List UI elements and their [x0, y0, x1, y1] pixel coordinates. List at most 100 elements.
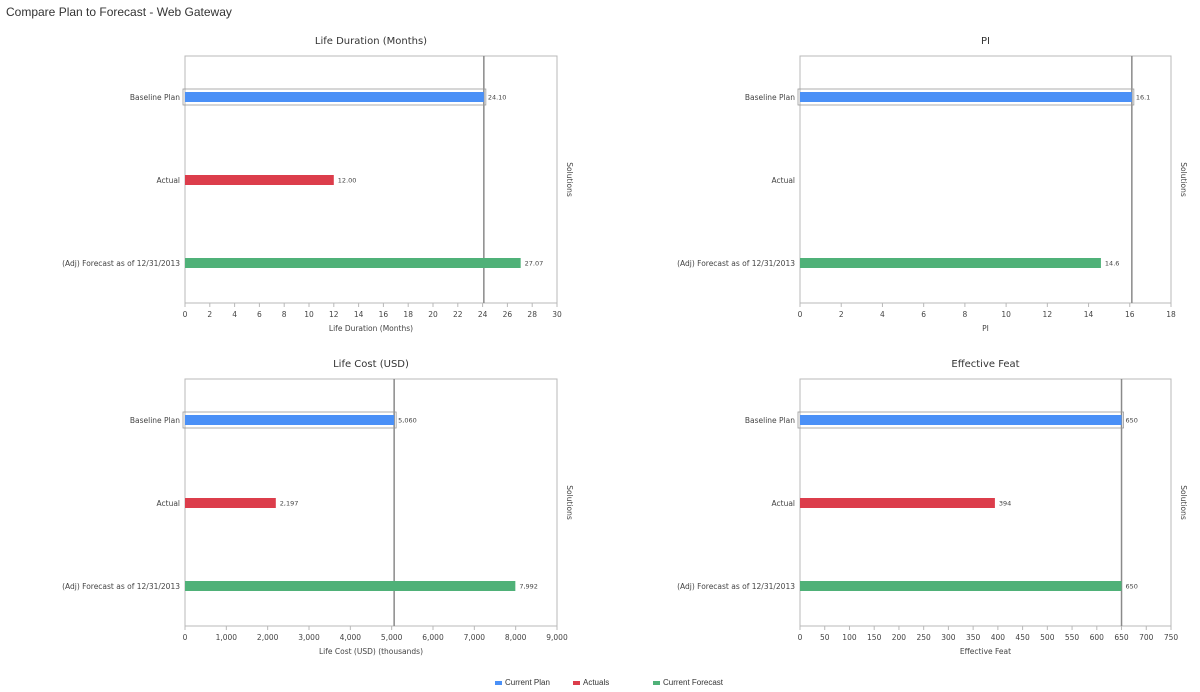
legend-item-current-plan[interactable]: Current Plan	[495, 678, 550, 687]
chart-4-x-tick-label: 0	[798, 633, 803, 642]
chart-3-x-tick-label: 5,000	[381, 633, 403, 642]
chart-2-x-tick-label: 10	[1001, 310, 1011, 319]
chart-4-x-tick-label: 600	[1090, 633, 1105, 642]
chart-2-x-tick-label: 14	[1084, 310, 1094, 319]
chart-4-x-tick-label: 200	[892, 633, 907, 642]
chart-4-x-tick-label: 650	[1114, 633, 1129, 642]
chart-2-category-label-actual: Actual	[772, 176, 796, 185]
chart-1-x-tick-label: 2	[207, 310, 212, 319]
chart-1-x-tick-label: 4	[232, 310, 237, 319]
chart-2-x-tick-label: 16	[1125, 310, 1135, 319]
chart-4-x-axis-label: Effective Feat	[960, 647, 1011, 656]
chart-3-x-tick-label: 1,000	[216, 633, 238, 642]
chart-3-x-tick-label: 0	[183, 633, 188, 642]
chart-1-data-label: 24.10	[488, 94, 507, 102]
chart-3-title: Life Cost (USD)	[333, 359, 409, 370]
charts-canvas: Life Duration (Months)0 2 4 6 8 10 12 14 16 18 20 2…	[62, 36, 1188, 656]
chart-3-x-axis-label: Life Cost (USD) (thousands)	[319, 647, 423, 656]
chart-4-data-label: 650	[1126, 583, 1138, 591]
chart-2-x-tick-label: 4	[880, 310, 885, 319]
chart-2-category-label-baseline-plan: Baseline Plan	[745, 93, 795, 102]
chart-3-bar-outline	[182, 411, 397, 429]
chart-2-x-tick-label: 2	[839, 310, 844, 319]
chart-1-x-tick-label: 22	[453, 310, 463, 319]
legend-label-current-forecast: Current Forecast	[663, 678, 724, 687]
chart-3-data-label: 2,197	[280, 500, 299, 508]
chart-1-x-tick-label: 8	[282, 310, 287, 319]
chart-3-bar-baseline-plan[interactable]	[185, 415, 395, 425]
chart-2-x-tick-label: 12	[1043, 310, 1053, 319]
chart-1-bar-adj-forecast-as-of-12-31-2013[interactable]	[185, 258, 521, 268]
legend: Current Plan Actuals Current Forecast	[0, 678, 1200, 690]
chart-4-x-tick-label: 300	[941, 633, 956, 642]
chart-2-x-axis-label: PI	[982, 324, 989, 333]
chart-2-bar-outline	[797, 88, 1135, 106]
chart-2-bar-adj-forecast-as-of-12-31-2013[interactable]	[800, 258, 1101, 268]
chart-4-bar-actual[interactable]	[800, 498, 995, 508]
chart-4-x-tick-label: 350	[966, 633, 981, 642]
chart-3-right-axis-label: Solutions	[565, 485, 574, 520]
chart-1-x-tick-label: 18	[403, 310, 413, 319]
chart-3-x-tick-label: 2,000	[257, 633, 279, 642]
chart-2-x-tick-label: 18	[1166, 310, 1176, 319]
chart-2-data-label: 14.6	[1105, 260, 1119, 268]
legend-swatch-actuals	[573, 680, 580, 685]
chart-1-x-axis-label: Life Duration (Months)	[329, 324, 413, 333]
chart-2-right-axis-label: Solutions	[1179, 162, 1188, 197]
chart-1-category-label-baseline-plan: Baseline Plan	[130, 93, 180, 102]
chart-4-category-label-adj-forecast-as-of-12-31-2013: (Adj) Forecast as of 12/31/2013	[677, 582, 795, 591]
legend-item-current-forecast[interactable]: Current Forecast	[653, 678, 723, 687]
chart-3-category-label-actual: Actual	[157, 499, 181, 508]
chart-3-bar-actual[interactable]	[185, 498, 276, 508]
chart-2-title: PI	[981, 36, 990, 47]
legend-swatch-current-plan	[495, 680, 502, 685]
legend-label-current-plan: Current Plan	[505, 678, 550, 687]
chart-4-bar-outline	[797, 411, 1124, 429]
chart-2-bar-baseline-plan[interactable]	[800, 92, 1132, 102]
chart-1-x-tick-label: 10	[304, 310, 314, 319]
chart-4-bar-adj-forecast-as-of-12-31-2013[interactable]	[800, 581, 1122, 591]
chart-1-x-tick-label: 30	[552, 310, 562, 319]
chart-2-x-tick-label: 8	[962, 310, 967, 319]
chart-1-x-tick-label: 28	[527, 310, 537, 319]
chart-4-x-tick-label: 150	[867, 633, 882, 642]
chart-4-title: Effective Feat	[951, 359, 1019, 370]
chart-4-x-tick-label: 250	[917, 633, 932, 642]
chart-4-x-tick-label: 400	[991, 633, 1006, 642]
chart-4-category-label-actual: Actual	[772, 499, 796, 508]
chart-4-category-label-baseline-plan: Baseline Plan	[745, 416, 795, 425]
chart-1-right-axis-label: Solutions	[565, 162, 574, 197]
chart-1-x-tick-label: 26	[503, 310, 513, 319]
chart-3-x-tick-label: 7,000	[464, 633, 486, 642]
chart-4-x-tick-label: 100	[842, 633, 857, 642]
chart-3-category-label-baseline-plan: Baseline Plan	[130, 416, 180, 425]
legend-label-actuals: Actuals	[583, 678, 610, 687]
legend-swatch-current-forecast	[653, 680, 660, 685]
chart-1-x-tick-label: 6	[257, 310, 262, 319]
chart-1-bar-actual[interactable]	[185, 175, 334, 185]
chart-3-x-tick-label: 8,000	[505, 633, 527, 642]
chart-4-data-label: 650	[1126, 417, 1138, 425]
page-title: Compare Plan to Forecast - Web Gateway	[6, 5, 232, 19]
chart-3-x-tick-label: 4,000	[340, 633, 362, 642]
chart-1-category-label-actual: Actual	[157, 176, 181, 185]
chart-3-bar-adj-forecast-as-of-12-31-2013[interactable]	[185, 581, 516, 591]
chart-1-x-tick-label: 24	[478, 310, 488, 319]
chart-2-category-label-adj-forecast-as-of-12-31-2013: (Adj) Forecast as of 12/31/2013	[677, 259, 795, 268]
chart-2-x-tick-label: 0	[798, 310, 803, 319]
chart-3-data-label: 7,992	[519, 583, 538, 591]
chart-2-x-tick-label: 6	[921, 310, 926, 319]
chart-3-x-tick-label: 6,000	[422, 633, 444, 642]
legend-item-actuals[interactable]: Actuals	[573, 678, 609, 687]
chart-3-category-label-adj-forecast-as-of-12-31-2013: (Adj) Forecast as of 12/31/2013	[62, 582, 180, 591]
chart-1-data-label: 12.00	[338, 177, 357, 185]
chart-1-bar-baseline-plan[interactable]	[185, 92, 484, 102]
chart-1-category-label-adj-forecast-as-of-12-31-2013: (Adj) Forecast as of 12/31/2013	[62, 259, 180, 268]
chart-4-x-tick-label: 50	[820, 633, 830, 642]
chart-4-data-label: 394	[999, 500, 1011, 508]
chart-4-bar-baseline-plan[interactable]	[800, 415, 1122, 425]
chart-3-x-tick-label: 3,000	[298, 633, 320, 642]
chart-1-data-label: 27.07	[525, 260, 544, 268]
chart-4-x-tick-label: 700	[1139, 633, 1154, 642]
chart-4-x-tick-label: 500	[1040, 633, 1055, 642]
